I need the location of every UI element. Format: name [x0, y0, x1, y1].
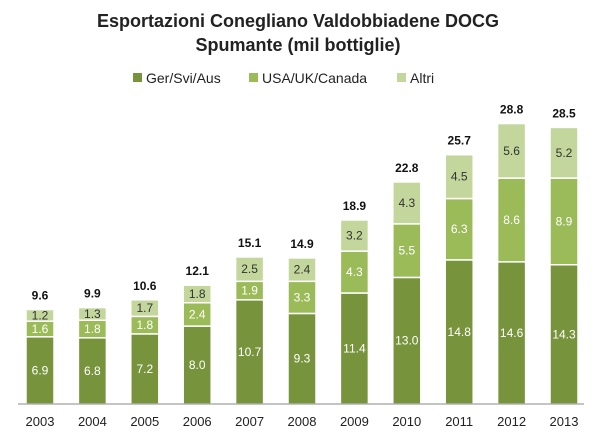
x-tick-label-2008: 2008 — [288, 414, 317, 429]
total-label-2005: 10.6 — [133, 279, 157, 293]
total-label-2006: 12.1 — [186, 264, 210, 278]
data-label-altri-2006: 1.8 — [189, 287, 206, 301]
x-tick-label-2012: 2012 — [497, 414, 526, 429]
bar-altri-2007 — [234, 256, 265, 283]
data-label-usa-uk-canada-2007: 1.9 — [241, 284, 258, 298]
x-tick-label-2003: 2003 — [26, 414, 55, 429]
data-label-usa-uk-canada-2010: 5.5 — [398, 244, 415, 258]
total-label-2011: 25.7 — [448, 134, 472, 148]
data-label-usa-uk-canada-2013: 8.9 — [556, 214, 573, 228]
bar-ger-svi-aus-2012 — [496, 261, 527, 405]
data-label-usa-uk-canada-2004: 1.8 — [84, 322, 101, 336]
total-label-2012: 28.8 — [500, 103, 524, 117]
legend-label-usa-uk-canada: USA/UK/Canada — [262, 70, 367, 86]
bar-altri-2010 — [392, 181, 422, 225]
chart-bars: 6.91.61.29.66.81.81.39.97.21.81.710.68.0… — [25, 103, 579, 405]
data-label-ger-svi-aus-2011: 14.8 — [448, 325, 472, 339]
x-tick-label-2011: 2011 — [445, 414, 473, 429]
data-label-ger-svi-aus-2013: 14.3 — [552, 327, 576, 341]
bar-ger-svi-aus-2007 — [234, 299, 265, 405]
legend-swatch-ger-svi-aus — [133, 73, 142, 82]
bar-group-2003: 6.9 1.61.2 9.6 — [25, 289, 55, 405]
legend-label-altri: Altri — [410, 70, 434, 86]
data-label-usa-uk-canada-2005: 1.8 — [136, 318, 153, 332]
bar-group-2007: 10.7 1.9 2.5 15.1 — [234, 236, 265, 405]
x-tick-label-2007: 2007 — [235, 414, 264, 429]
chart-subtitle: Spumante (mil bottiglie) — [196, 35, 401, 55]
bar-usa-uk-canada-2009 — [339, 250, 370, 294]
data-label-altri-2004: 1.3 — [84, 307, 101, 321]
bar-ger-svi-aus-2010 — [392, 276, 422, 405]
total-label-2004: 9.9 — [84, 287, 101, 301]
bar-altri-2006 — [182, 284, 212, 304]
data-label-altri-2003: 1.2 — [32, 308, 49, 322]
bar-group-2006: 8.0 2.4 1.8 12.1 — [182, 264, 212, 405]
data-label-altri-2013: 5.2 — [556, 146, 573, 160]
bar-group-2010: 13.0 5.5 4.3 22.8 — [392, 161, 422, 405]
legend-swatch-usa-uk-canada — [249, 73, 258, 82]
bar-ger-svi-aus-2009 — [339, 292, 370, 405]
total-label-2008: 14.9 — [290, 237, 314, 251]
data-label-usa-uk-canada-2012: 8.6 — [503, 213, 520, 227]
data-label-usa-uk-canada-2003: 1.6 — [32, 322, 49, 336]
total-label-2003: 9.6 — [32, 289, 49, 303]
data-label-altri-2007: 2.5 — [241, 262, 258, 276]
bar-altri-2009 — [339, 219, 370, 252]
data-label-usa-uk-canada-2009: 4.3 — [346, 265, 363, 279]
data-label-usa-uk-canada-2006: 2.4 — [189, 307, 206, 321]
x-tick-label-2004: 2004 — [78, 414, 107, 429]
data-label-ger-svi-aus-2003: 6.9 — [32, 363, 49, 377]
total-label-2007: 15.1 — [238, 236, 262, 250]
x-tick-label-2005: 2005 — [130, 414, 159, 429]
total-label-2009: 18.9 — [343, 199, 367, 213]
data-label-altri-2011: 4.5 — [451, 170, 468, 184]
legend-label-ger-svi-aus: Ger/Svi/Aus — [146, 70, 221, 86]
total-label-2010: 22.8 — [395, 161, 419, 175]
bar-altri-2005 — [130, 299, 160, 318]
bar-altri-2013 — [549, 126, 579, 179]
data-label-altri-2005: 1.7 — [136, 301, 153, 315]
chart-title: Esportazioni Conegliano Valdobbiadene DO… — [97, 11, 499, 31]
bar-group-2011: 14.8 6.3 4.5 25.7 — [444, 134, 474, 405]
data-label-ger-svi-aus-2010: 13.0 — [395, 334, 419, 348]
total-label-2013: 28.5 — [552, 106, 576, 120]
data-label-usa-uk-canada-2008: 3.3 — [294, 290, 311, 304]
bar-altri-2011 — [444, 153, 474, 200]
data-label-usa-uk-canada-2011: 6.3 — [451, 222, 468, 236]
bar-group-2009: 11.4 4.3 3.2 18.9 — [339, 199, 370, 405]
data-label-ger-svi-aus-2007: 10.7 — [238, 345, 262, 359]
legend-swatch-altri — [397, 73, 406, 82]
data-label-ger-svi-aus-2005: 7.2 — [136, 362, 153, 376]
data-label-altri-2012: 5.6 — [503, 144, 520, 158]
bar-altri-2003 — [25, 308, 55, 322]
data-label-altri-2008: 2.4 — [294, 263, 311, 277]
data-label-altri-2010: 4.3 — [398, 196, 415, 210]
bar-altri-2008 — [287, 257, 317, 283]
bar-group-2008: 9.3 3.3 2.4 14.9 — [287, 237, 317, 405]
bar-group-2004: 6.8 1.81.3 9.9 — [77, 287, 108, 405]
x-tick-label-2009: 2009 — [340, 414, 369, 429]
data-label-ger-svi-aus-2008: 9.3 — [294, 352, 311, 366]
bar-ger-svi-aus-2003 — [25, 336, 55, 405]
x-axis-ticks: 2003 2004 2005 2006 2007 2008 2009 2010 2011 2012… — [26, 414, 579, 429]
bar-altri-2012 — [496, 122, 527, 179]
data-label-ger-svi-aus-2012: 14.6 — [500, 326, 524, 340]
data-label-altri-2009: 3.2 — [346, 229, 363, 243]
bar-group-2013: 14.3 8.9 5.2 28.5 — [549, 106, 579, 405]
data-label-ger-svi-aus-2006: 8.0 — [189, 358, 206, 372]
chart-legend: Ger/Svi/Aus USA/UK/Canada Altri — [133, 70, 434, 86]
bar-group-2012: 14.6 8.6 5.6 28.8 — [496, 103, 527, 405]
bar-usa-uk-canada-2011 — [444, 197, 474, 261]
data-label-ger-svi-aus-2009: 11.4 — [343, 341, 366, 355]
bar-altri-2004 — [77, 306, 108, 322]
x-tick-label-2013: 2013 — [550, 414, 579, 429]
data-label-ger-svi-aus-2004: 6.8 — [84, 364, 101, 378]
bar-group-2005: 7.2 1.8 1.7 10.6 — [130, 279, 160, 405]
x-tick-label-2006: 2006 — [183, 414, 212, 429]
x-tick-label-2010: 2010 — [392, 414, 421, 429]
bar-usa-uk-canada-2010 — [392, 223, 422, 279]
bar-usa-uk-canada-2012 — [496, 177, 527, 263]
